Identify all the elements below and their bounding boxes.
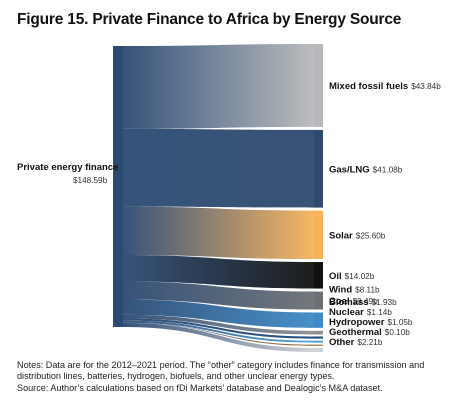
target-node-wind <box>314 312 323 328</box>
target-label-gas-lng: Gas/LNG $41.08b <box>329 164 403 175</box>
labels-group: Mixed fossil fuels $43.84b Gas/LNG $41.08b S… <box>17 81 441 348</box>
target-name: Coal <box>329 296 350 307</box>
flow-coal <box>123 281 314 310</box>
flow-hydropower <box>123 320 314 343</box>
target-name: Solar <box>329 230 353 241</box>
flow-wind <box>123 299 314 328</box>
target-label-oil: Oil $14.02b <box>329 271 375 282</box>
target-value: $25.60b <box>356 231 386 240</box>
target-label-nuclear: Nuclear $1.14b <box>329 307 392 318</box>
target-nodes-group <box>314 44 323 353</box>
target-value: $1.05b <box>387 318 412 327</box>
flow-oil <box>123 255 314 289</box>
source-label: Private energy finance <box>17 162 118 173</box>
target-name: Gas/LNG <box>329 164 370 175</box>
target-value: $9.49b <box>353 297 378 306</box>
target-node-gas-lng <box>314 129 323 208</box>
target-name: Biomass <box>329 297 369 308</box>
target-name: Geothermal <box>329 327 382 338</box>
target-name: Nuclear <box>329 307 364 318</box>
source-node-bar <box>113 46 123 327</box>
target-label-wind: Wind $8.11b <box>329 285 380 296</box>
target-label-solar: Solar $25.60b <box>329 230 386 241</box>
target-name: Oil <box>329 271 342 282</box>
flow-solar <box>123 206 314 260</box>
target-label-other: Other $2.21b <box>329 337 383 348</box>
target-node-hydropower <box>314 340 323 343</box>
sankey-flows <box>123 44 314 353</box>
flow-geothermal <box>123 322 314 346</box>
target-node-nuclear <box>314 336 323 339</box>
chart-notes: Notes: Data are for the 2012–2021 period… <box>17 360 462 394</box>
target-node-geothermal <box>314 344 323 346</box>
source-text: Source: Author’s calculations based on f… <box>17 382 383 393</box>
notes-text: Notes: Data are for the 2012–2021 period… <box>17 360 425 382</box>
target-label-mixed-fossil-fuels: Mixed fossil fuels $43.84b <box>329 81 441 92</box>
target-node-biomass <box>314 330 323 335</box>
target-node-mixed-fossil-fuels <box>314 44 323 127</box>
source-value: $148.59b <box>73 176 108 185</box>
flow-other <box>123 322 314 353</box>
flow-nuclear <box>123 318 314 339</box>
target-node-oil <box>314 262 323 289</box>
target-value: $8.11b <box>355 286 380 295</box>
flow-biomass <box>123 314 314 335</box>
target-node-coal <box>314 291 323 310</box>
target-label-biomass: Biomass $1.93b <box>329 297 397 308</box>
flow-gas-lng <box>123 128 314 208</box>
target-name: Mixed fossil fuels <box>329 81 408 92</box>
flow-mixed-fossil-fuels <box>123 44 314 129</box>
target-name: Other <box>329 337 355 348</box>
target-node-other <box>314 347 323 353</box>
source-node-group <box>113 46 123 327</box>
sankey-chart: Mixed fossil fuels $43.84b Gas/LNG $41.08b S… <box>17 44 441 353</box>
target-label-hydropower: Hydropower $1.05b <box>329 317 413 328</box>
target-node-solar <box>314 210 323 260</box>
target-label-geothermal: Geothermal $0.10b <box>329 327 410 338</box>
target-value: $41.08b <box>373 165 403 174</box>
target-value: $0.10b <box>385 328 410 337</box>
target-value: $1.14b <box>367 308 392 317</box>
target-value: $2.21b <box>357 338 382 347</box>
target-label-coal: Coal $9.49b <box>329 296 378 307</box>
target-name: Hydropower <box>329 317 385 328</box>
target-value: $14.02b <box>345 272 375 281</box>
target-value: $1.93b <box>372 298 397 307</box>
target-value: $43.84b <box>411 82 441 91</box>
target-name: Wind <box>329 285 352 296</box>
chart-title: Figure 15. Private Finance to Africa by … <box>17 11 402 28</box>
